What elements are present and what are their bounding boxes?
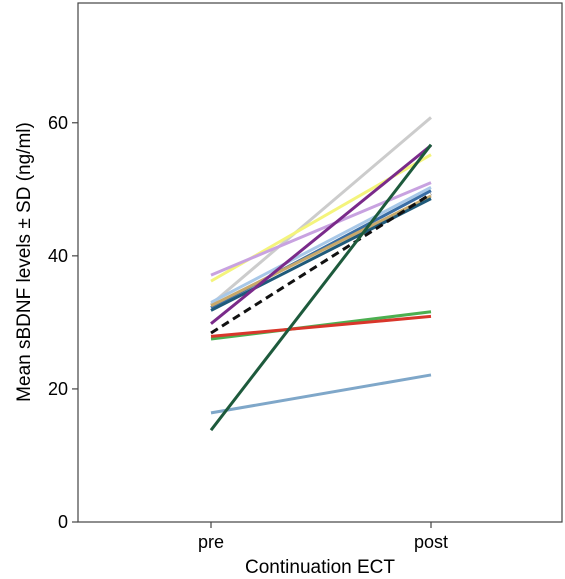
- series-line: [210, 197, 432, 312]
- series-line: [210, 314, 432, 338]
- y-axis-ticks: 0 20 40 60: [48, 113, 78, 532]
- series-line: [210, 116, 432, 306]
- series-line-mean: [210, 192, 432, 335]
- series-line: [210, 194, 432, 308]
- x-tick-label: post: [414, 532, 448, 552]
- y-axis-title: Mean sBDNF levels ± SD (ng/ml): [14, 122, 35, 402]
- x-axis-title: Continuation ECT: [245, 557, 395, 578]
- series-line: [210, 185, 432, 304]
- y-tick-label: 40: [48, 246, 68, 266]
- series-layer: [209, 116, 433, 432]
- series-line: [210, 373, 432, 415]
- x-axis-ticks: pre post: [198, 522, 448, 552]
- series-line: [209, 143, 433, 432]
- series-line: [210, 181, 432, 277]
- y-tick-label: 0: [58, 512, 68, 532]
- y-tick-label: 20: [48, 379, 68, 399]
- series-line: [210, 144, 432, 325]
- y-tick-label: 60: [48, 113, 68, 133]
- x-tick-label: pre: [198, 532, 224, 552]
- plot-frame: [77, 2, 563, 523]
